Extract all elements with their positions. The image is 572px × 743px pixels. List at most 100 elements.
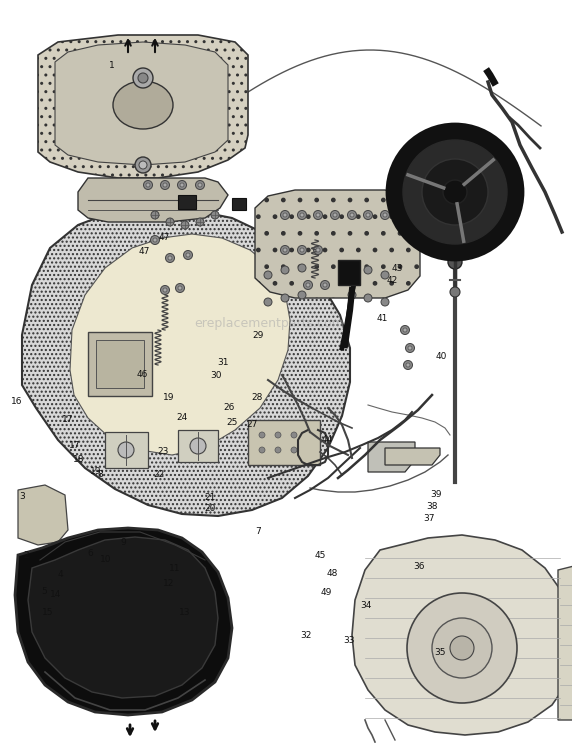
Text: 26: 26: [223, 403, 235, 412]
Ellipse shape: [113, 81, 173, 129]
Text: 28: 28: [252, 393, 263, 402]
Text: 18: 18: [73, 455, 85, 464]
Polygon shape: [15, 528, 232, 715]
Circle shape: [366, 213, 370, 217]
Polygon shape: [368, 442, 415, 472]
Polygon shape: [96, 340, 144, 388]
Text: 39: 39: [430, 490, 442, 499]
Circle shape: [380, 210, 390, 219]
Text: 9: 9: [120, 538, 126, 547]
Text: 42: 42: [386, 276, 398, 285]
Text: 2: 2: [23, 551, 29, 560]
Text: 47: 47: [138, 247, 150, 256]
Circle shape: [184, 250, 193, 259]
Circle shape: [264, 298, 272, 306]
Polygon shape: [558, 565, 572, 720]
Circle shape: [331, 210, 340, 219]
Circle shape: [298, 291, 306, 299]
Polygon shape: [255, 190, 420, 298]
Circle shape: [297, 210, 307, 219]
Circle shape: [403, 140, 507, 244]
Circle shape: [161, 181, 169, 189]
Circle shape: [348, 210, 356, 219]
Bar: [178, 195, 196, 209]
Circle shape: [259, 447, 265, 453]
Circle shape: [211, 211, 219, 219]
Circle shape: [283, 213, 287, 217]
Circle shape: [316, 213, 320, 217]
Text: 35: 35: [435, 648, 446, 657]
Text: 32: 32: [300, 631, 312, 640]
Text: 44: 44: [321, 435, 333, 444]
Circle shape: [135, 157, 151, 173]
Circle shape: [259, 432, 265, 438]
Text: 24: 24: [176, 413, 188, 422]
Text: 36: 36: [413, 562, 424, 571]
Polygon shape: [248, 420, 320, 465]
Circle shape: [387, 124, 523, 260]
Polygon shape: [28, 537, 218, 698]
Polygon shape: [352, 535, 572, 735]
Polygon shape: [18, 485, 68, 545]
Text: 13: 13: [179, 609, 190, 617]
Circle shape: [281, 266, 289, 274]
Circle shape: [150, 236, 160, 244]
Circle shape: [298, 264, 306, 272]
Circle shape: [146, 183, 150, 187]
Text: 17: 17: [62, 415, 73, 424]
Text: 8: 8: [97, 470, 103, 478]
Circle shape: [406, 363, 410, 367]
Polygon shape: [70, 234, 290, 455]
Circle shape: [161, 285, 169, 294]
Circle shape: [291, 447, 297, 453]
Text: ereplacementparts.com: ereplacementparts.com: [194, 317, 344, 330]
Text: 25: 25: [226, 418, 237, 426]
Circle shape: [381, 298, 389, 306]
Polygon shape: [38, 35, 248, 178]
Circle shape: [198, 183, 202, 187]
Circle shape: [407, 593, 517, 703]
Text: 31: 31: [217, 358, 229, 367]
Circle shape: [448, 255, 462, 269]
Circle shape: [350, 213, 354, 217]
Polygon shape: [55, 42, 228, 165]
Circle shape: [283, 248, 287, 252]
Text: 30: 30: [210, 371, 222, 380]
Polygon shape: [88, 332, 152, 396]
Circle shape: [403, 360, 412, 369]
Circle shape: [432, 618, 492, 678]
Circle shape: [306, 283, 310, 287]
Circle shape: [177, 181, 186, 189]
Text: 27: 27: [246, 421, 257, 429]
Circle shape: [275, 447, 281, 453]
Circle shape: [300, 213, 304, 217]
Text: 33: 33: [343, 636, 355, 645]
Circle shape: [323, 283, 327, 287]
Text: 19: 19: [163, 393, 174, 402]
Circle shape: [403, 328, 407, 332]
Circle shape: [313, 245, 323, 255]
Circle shape: [406, 343, 415, 352]
Text: 21: 21: [205, 493, 216, 502]
Polygon shape: [22, 208, 350, 516]
Circle shape: [316, 248, 320, 252]
Circle shape: [186, 253, 190, 257]
Text: 43: 43: [392, 265, 403, 273]
Text: 20: 20: [205, 504, 216, 513]
Text: 1: 1: [109, 61, 114, 70]
Text: 17: 17: [69, 441, 80, 450]
Text: 6: 6: [88, 549, 93, 558]
Circle shape: [118, 442, 134, 458]
Text: 4: 4: [57, 570, 63, 579]
Circle shape: [168, 256, 172, 260]
Text: 48: 48: [326, 569, 337, 578]
Circle shape: [280, 210, 289, 219]
Circle shape: [291, 432, 297, 438]
Text: 37: 37: [423, 514, 435, 523]
Text: 10: 10: [100, 555, 112, 564]
Text: 15: 15: [42, 609, 53, 617]
Text: 41: 41: [376, 314, 388, 322]
Circle shape: [297, 245, 307, 255]
Text: 5: 5: [42, 587, 47, 596]
Bar: [338, 260, 360, 285]
